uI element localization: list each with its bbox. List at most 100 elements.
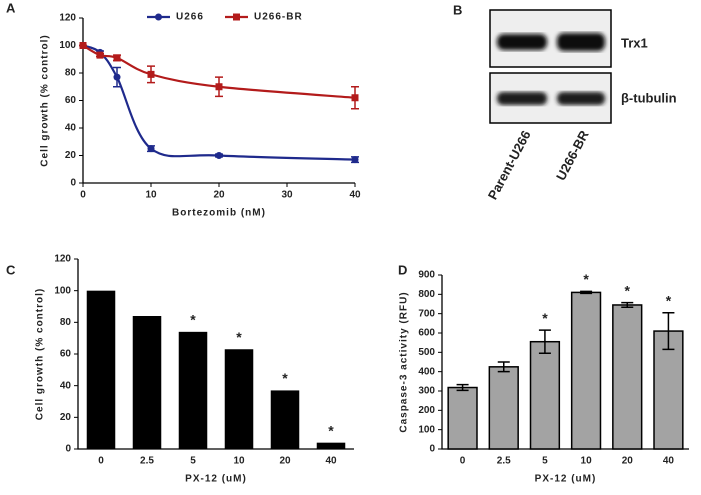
x-tick-label: 20 [213,190,225,201]
x-tick-label: 5 [542,456,548,467]
y-tick-label: 900 [418,270,435,281]
marker [147,70,155,78]
marker [351,94,359,102]
y-tick-label: 800 [418,289,435,300]
x-axis-label: PX-12 (uM) [535,474,597,485]
x-axis-label: Bortezomib (nM) [172,208,266,219]
panel-label: C [6,262,16,277]
error-bar [580,290,593,295]
y-tick-label: 200 [418,405,435,416]
panel-label: D [398,262,407,277]
marker [113,73,121,81]
x-tick-label: 40 [325,456,337,467]
bar [132,316,162,449]
bar [224,349,254,449]
y-tick-label: 100 [59,40,76,51]
y-tick-label: 100 [54,285,71,296]
marker [215,152,223,159]
x-tick-label: 40 [663,456,675,467]
panel-label: B [453,2,462,17]
marker [147,145,155,153]
significance-mark: * [328,422,334,438]
x-tick-label: 0 [460,456,466,467]
y-tick-label: 120 [54,254,71,265]
legend-label: U266-BR [254,12,303,23]
bar [529,340,561,450]
x-tick-label: 10 [233,456,245,467]
y-tick-label: 20 [60,412,72,423]
bar [270,390,300,449]
lane-label: U266-BR [553,127,592,182]
error-bar [497,361,510,373]
x-tick-label: 10 [581,456,593,467]
band-label: Trx1 [621,35,648,50]
y-tick-label: 700 [418,308,435,319]
x-tick-label: 30 [281,190,293,201]
x-tick-label: 0 [80,190,86,201]
x-tick-label: 5 [190,456,196,467]
y-tick-label: 100 [418,424,435,435]
error-bar [456,383,469,392]
y-tick-label: 80 [60,317,72,328]
marker [113,54,121,62]
bar [447,386,478,450]
significance-mark: * [666,292,672,308]
y-tick-label: 40 [65,123,77,134]
western-blot [489,9,612,124]
error-bar [538,329,551,355]
y-tick-label: 600 [418,328,435,339]
y-tick-label: 40 [60,380,72,391]
axis-line [77,259,354,450]
significance-mark: * [190,312,196,328]
significance-mark: * [583,271,589,287]
significance-mark: * [542,310,548,326]
legend-marker [155,13,162,21]
band-label: β-tubulin [621,90,677,105]
marker [215,83,223,91]
y-axis-label: Caspase-3 activity (RFU) [399,291,410,432]
series-line [82,44,356,161]
y-tick-label: 120 [59,13,76,24]
y-tick-label: 60 [65,95,77,106]
x-tick-label: 40 [349,190,361,201]
x-tick-label: 0 [98,456,104,467]
y-tick-label: 0 [65,444,71,455]
bar [653,330,684,450]
significance-mark: * [625,282,631,298]
bar [86,290,116,449]
y-tick-label: 500 [418,347,435,358]
y-tick-label: 20 [65,150,77,161]
x-tick-label: 2.5 [497,456,511,467]
y-tick-label: 60 [60,349,72,360]
bar [316,442,346,449]
x-tick-label: 10 [145,190,157,201]
bar [488,366,519,450]
axis-line [441,275,689,450]
panel-label: A [6,0,16,15]
legend-label: U266 [176,12,204,23]
marker [351,156,359,164]
bar [570,291,602,450]
y-tick-label: 80 [65,68,77,79]
x-axis-label: PX-12 (uM) [185,474,247,485]
bar [612,304,643,450]
x-tick-label: 20 [279,456,291,467]
y-tick-label: 0 [70,178,76,189]
lane-label: Parent-U266 [485,128,534,202]
y-tick-label: 400 [418,366,435,377]
significance-mark: * [236,329,242,345]
x-tick-label: 20 [622,456,634,467]
legend-marker [233,13,240,21]
bar [178,331,208,449]
y-tick-label: 300 [418,386,435,397]
y-tick-label: 0 [429,444,435,455]
significance-mark: * [282,370,288,386]
marker [79,42,87,49]
y-axis-label: Cell growth (% control) [40,34,51,166]
x-tick-label: 2.5 [140,456,154,467]
error-bar [621,301,634,309]
marker [96,51,104,59]
y-axis-label: Cell growth (% control) [35,288,46,420]
error-bar [662,311,675,351]
